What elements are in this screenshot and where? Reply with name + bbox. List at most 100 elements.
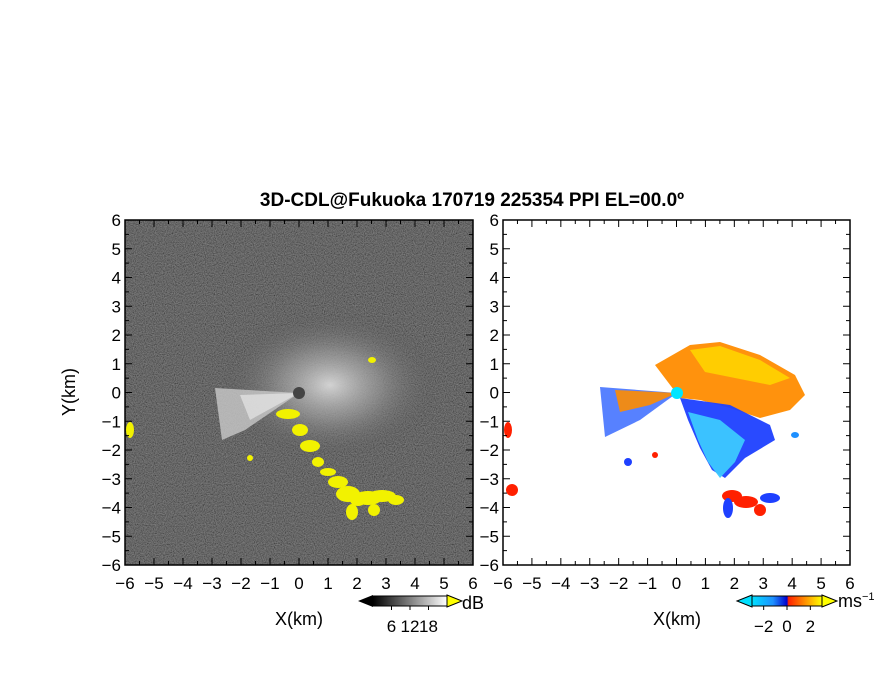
snr-high-echo-blob <box>368 504 380 516</box>
velocity-x-tick-label: −2 <box>609 574 628 593</box>
snr-y-tick-label: 3 <box>112 297 121 316</box>
snr-x-tick-label: −2 <box>231 574 250 593</box>
velocity-cyan-region <box>688 412 745 478</box>
velocity-warm-highlights <box>690 346 790 385</box>
snr-y-tick-label: −1 <box>102 412 121 431</box>
snr-high-echo-blob <box>328 476 348 488</box>
snr-colorbar: dB 6 12 18 <box>358 593 484 636</box>
snr-colorbar-tick-label: 6 <box>387 617 396 636</box>
snr-high-echo-blob <box>388 495 404 505</box>
velocity-x-tick-label: 5 <box>816 574 825 593</box>
snr-colorbar-ticks: 6 12 18 <box>387 606 438 636</box>
snr-high-echo-region <box>126 357 404 520</box>
velocity-edge-echo-blob <box>624 458 632 466</box>
snr-x-tick-label: −6 <box>115 574 134 593</box>
velocity-echo-layer <box>504 342 805 518</box>
velocity-edge-echo-blob <box>504 422 512 438</box>
velocity-colorbar-right-arrow <box>821 594 839 608</box>
snr-echo-fan-core <box>240 393 299 420</box>
velocity-colorbar-ticks: −2 0 2 <box>754 606 815 636</box>
velocity-y-tick-label: 3 <box>490 297 499 316</box>
snr-y-axis-label: Y(km) <box>59 368 79 416</box>
velocity-y-tick-label: −5 <box>480 527 499 546</box>
snr-x-tick-label: −1 <box>260 574 279 593</box>
snr-colorbar-left-arrow <box>358 595 373 607</box>
snr-colorbar-unit: dB <box>462 593 484 613</box>
velocity-station-marker <box>671 387 683 399</box>
snr-high-echo-blob <box>247 455 253 461</box>
snr-y-tick-label: −5 <box>102 527 121 546</box>
snr-x-tick-label: 2 <box>352 574 361 593</box>
velocity-x-tick-label: 1 <box>701 574 710 593</box>
snr-y-tick-label: 1 <box>112 355 121 374</box>
velocity-colorbar-tick-label: −2 <box>754 617 773 636</box>
velocity-edge-echo-blob <box>506 484 518 496</box>
snr-colorbar-tick-label: 18 <box>419 617 438 636</box>
snr-y-tick-label: −4 <box>102 499 121 518</box>
velocity-colorbar-left-arrow <box>735 594 753 608</box>
velocity-colorbar-unit: ms−1 <box>838 591 875 611</box>
snr-y-tick-label: 6 <box>112 211 121 230</box>
snr-high-echo-blob <box>320 468 336 476</box>
velocity-x-tick-label: −6 <box>493 574 512 593</box>
snr-colorbar-gradient <box>372 595 448 607</box>
snr-y-tick-label: −3 <box>102 470 121 489</box>
velocity-x-tick-label: 4 <box>787 574 796 593</box>
velocity-edge-echo-blob <box>791 432 799 438</box>
velocity-left-fan-warm <box>615 390 677 412</box>
velocity-y-tick-label: 1 <box>490 355 499 374</box>
velocity-x-tick-label: 3 <box>759 574 768 593</box>
velocity-colorbar-tick-label: 0 <box>782 617 791 636</box>
velocity-edge-echoes <box>504 422 799 518</box>
velocity-y-tick-label: 2 <box>490 326 499 345</box>
snr-x-tick-label: 5 <box>439 574 448 593</box>
velocity-edge-echo-blob <box>734 496 758 508</box>
velocity-x-tick-label: −1 <box>638 574 657 593</box>
velocity-edge-echo-blob <box>723 498 733 518</box>
velocity-y-tick-label: −3 <box>480 470 499 489</box>
velocity-y-tick-label: 0 <box>490 384 499 403</box>
velocity-y-tick-label: −1 <box>480 412 499 431</box>
snr-high-echo-blob <box>312 457 324 467</box>
snr-x-tick-label: 4 <box>410 574 419 593</box>
velocity-y-tick-label: 6 <box>490 211 499 230</box>
velocity-y-tick-label: 5 <box>490 240 499 259</box>
snr-echo-glow <box>220 310 440 460</box>
velocity-colorbar-tick-label: 2 <box>806 617 815 636</box>
snr-x-tick-label: 6 <box>468 574 477 593</box>
velocity-x-tick-label: −5 <box>522 574 541 593</box>
velocity-colorbar: ms−1 −2 0 2 <box>735 591 875 636</box>
snr-x-axis-label: X(km) <box>275 609 323 629</box>
snr-x-tick-label: 3 <box>381 574 390 593</box>
snr-x-tick-label: −4 <box>173 574 192 593</box>
velocity-edge-echo-blob <box>652 452 658 458</box>
snr-high-echo-blob <box>300 440 320 452</box>
snr-high-echo-blob <box>276 409 300 419</box>
velocity-colorbar-gradient <box>751 595 823 607</box>
snr-axis-ticks: −6 −5 −4 −3 −2 −1 0 1 2 3 4 5 6 −6 −5 −4 −3 −2 −1 0 1 2 3 4 5 6 <box>102 211 478 593</box>
velocity-x-tick-label: 6 <box>845 574 854 593</box>
snr-high-echo-blob <box>126 422 134 438</box>
snr-y-tick-label: −2 <box>102 441 121 460</box>
snr-x-tick-label: −3 <box>202 574 221 593</box>
velocity-y-tick-label: −4 <box>480 499 499 518</box>
velocity-x-tick-label: 2 <box>730 574 739 593</box>
snr-echo-layer <box>126 310 440 520</box>
snr-colorbar-tick-label: 12 <box>401 617 420 636</box>
snr-y-tick-label: 2 <box>112 326 121 345</box>
snr-x-tick-label: 1 <box>323 574 332 593</box>
figure-title: 3D-CDL@Fukuoka 170719 225354 PPI EL=00.0… <box>260 190 684 211</box>
snr-y-tick-label: −6 <box>102 556 121 575</box>
snr-colorbar-right-arrow <box>446 594 464 608</box>
snr-y-tick-label: 5 <box>112 240 121 259</box>
snr-x-tick-label: −5 <box>144 574 163 593</box>
snr-high-echo-blob <box>368 357 376 363</box>
velocity-x-tick-label: 0 <box>672 574 681 593</box>
snr-high-echo-blob <box>292 424 308 436</box>
velocity-y-tick-label: −2 <box>480 441 499 460</box>
velocity-y-tick-label: −6 <box>480 556 499 575</box>
